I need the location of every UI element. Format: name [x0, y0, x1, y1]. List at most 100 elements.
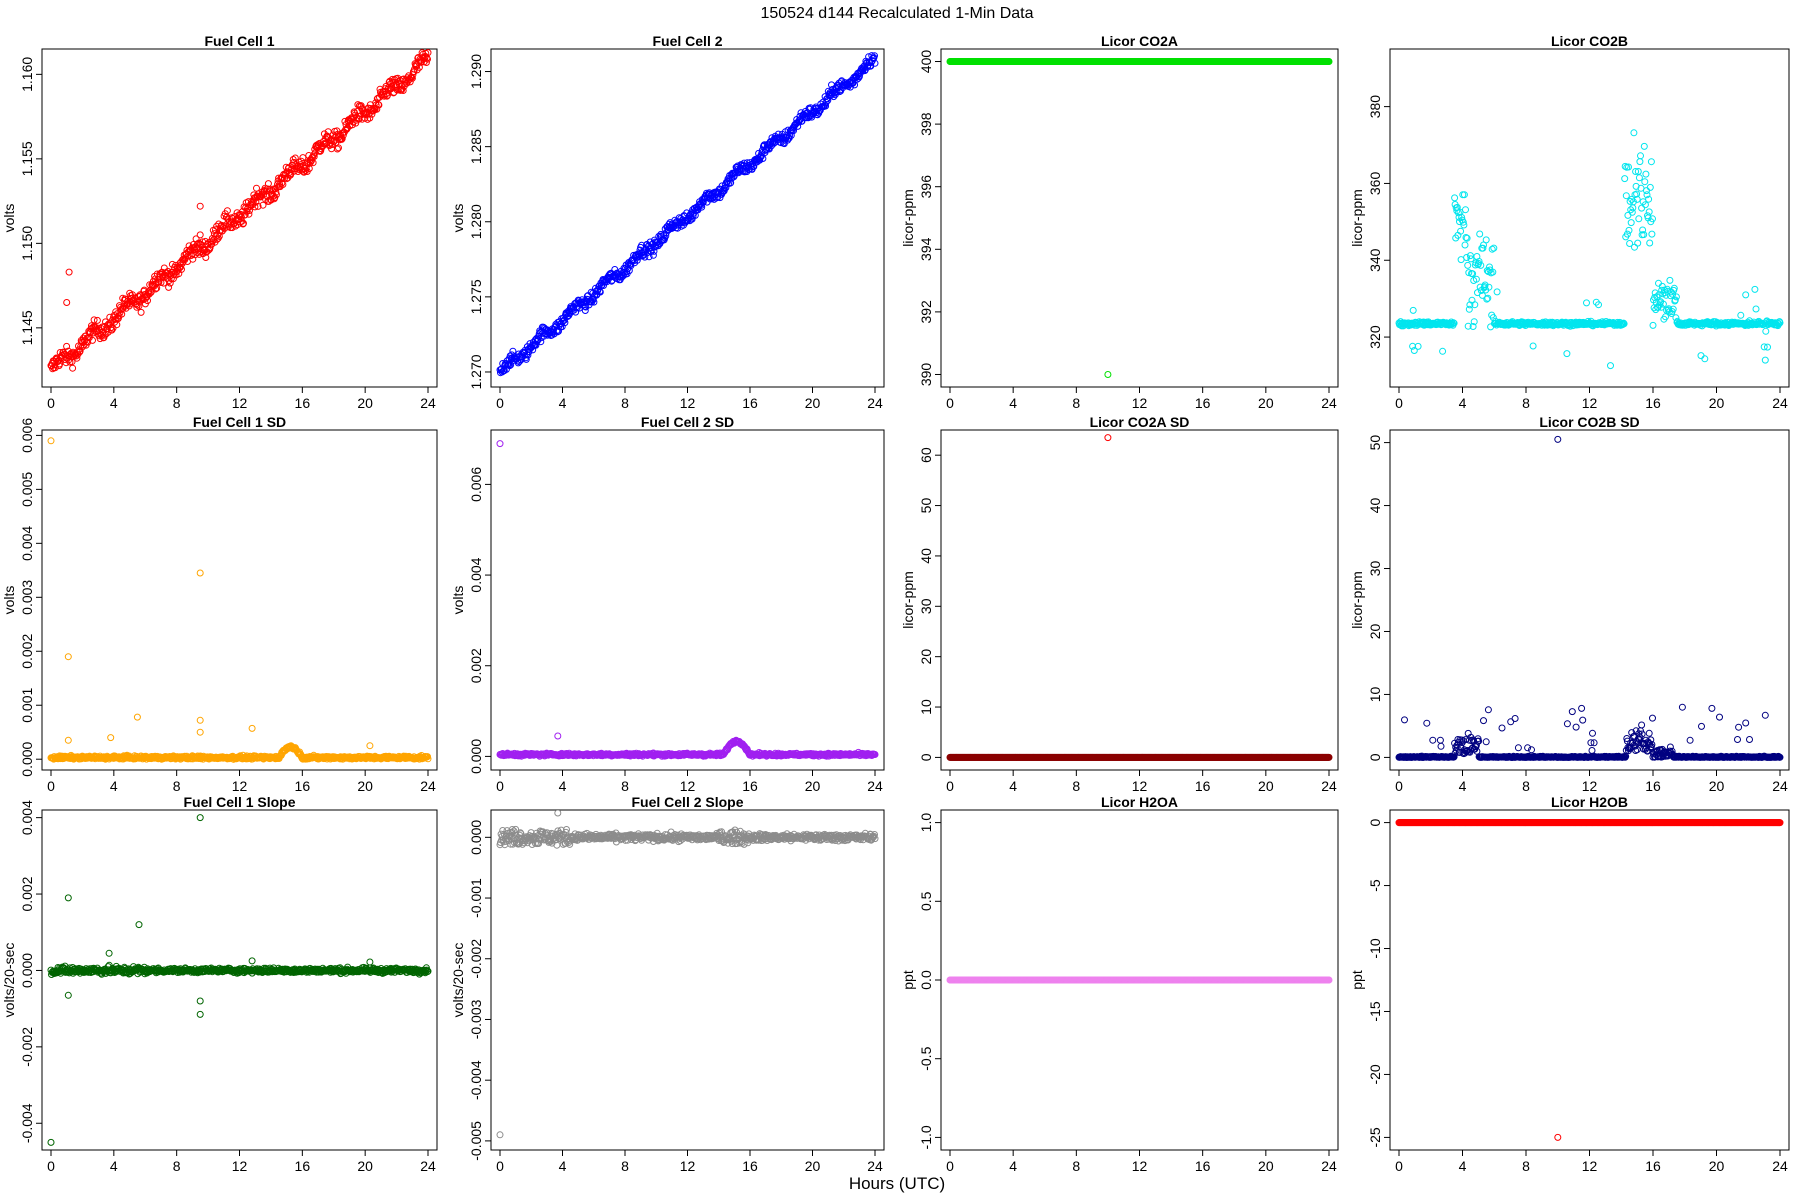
- data-point: [555, 327, 562, 335]
- data-point: [871, 52, 878, 60]
- data-points: [496, 440, 879, 760]
- panel-title: Fuel Cell 2: [652, 33, 722, 49]
- data-point: [581, 307, 589, 314]
- data-point: [1671, 296, 1679, 304]
- outlier-point: [248, 724, 256, 732]
- data-point: [1776, 319, 1784, 327]
- data-point: [1672, 293, 1680, 301]
- data-point: [1625, 226, 1633, 234]
- data-point: [368, 110, 376, 118]
- data-point: [1670, 284, 1678, 292]
- data-point: [418, 58, 425, 66]
- x-tick-label: 0: [496, 395, 504, 411]
- data-point: [1325, 58, 1333, 65]
- data-point: [1466, 252, 1474, 260]
- data-point: [291, 154, 299, 162]
- x-tick-label: 8: [173, 395, 181, 411]
- x-tick-label: 12: [232, 778, 248, 794]
- y-axis-label: volts: [1, 586, 17, 615]
- data-point: [424, 49, 432, 57]
- y-tick-label: 40: [918, 548, 934, 564]
- data-point: [506, 362, 514, 370]
- y-tick-label: 0: [918, 753, 934, 761]
- data-point: [1633, 195, 1641, 203]
- x-tick-label: 16: [1645, 395, 1661, 411]
- x-tick-label: 20: [357, 395, 373, 411]
- data-point: [1655, 279, 1662, 287]
- data-point: [116, 309, 124, 316]
- data-point: [1645, 208, 1653, 216]
- data-point: [691, 211, 699, 219]
- data-point: [1460, 221, 1468, 229]
- data-point: [727, 179, 735, 187]
- data-point: [76, 347, 84, 355]
- y-tick-label: 1.270: [468, 354, 484, 389]
- y-tick-label: 0.002: [19, 634, 35, 669]
- y-axis-label: volts: [1, 204, 17, 233]
- data-point: [1477, 261, 1485, 269]
- data-point: [1485, 283, 1493, 291]
- x-tick-label: 20: [805, 778, 821, 794]
- data-point: [333, 145, 341, 153]
- data-point: [135, 302, 143, 310]
- y-tick-label: 1.145: [19, 310, 35, 345]
- data-point: [279, 181, 287, 188]
- y-axis-label: licor-ppm: [900, 571, 916, 629]
- panel-title: Licor CO2A SD: [1090, 414, 1190, 430]
- data-point: [1640, 231, 1648, 239]
- data-point: [1461, 241, 1469, 249]
- x-tick-label: 24: [867, 395, 883, 411]
- data-points: [47, 437, 432, 763]
- data-point: [1623, 230, 1631, 238]
- data-point: [1751, 285, 1759, 293]
- panel-title: Licor CO2B: [1551, 33, 1628, 49]
- data-point: [537, 338, 545, 346]
- x-tick-label: 8: [621, 778, 629, 794]
- x-tick-label: 4: [1009, 395, 1017, 411]
- data-point: [223, 207, 231, 215]
- data-point: [725, 175, 733, 182]
- y-tick-label: 0.001: [19, 688, 35, 723]
- data-point: [1410, 347, 1418, 354]
- y-tick-label: 50: [918, 498, 934, 514]
- y-tick-label: 392: [918, 300, 934, 324]
- data-point: [1626, 197, 1634, 205]
- y-tick-label: 400: [918, 50, 934, 74]
- y-tick-label: 60: [918, 447, 934, 463]
- x-tick-label: 0: [496, 778, 504, 794]
- panel-title: Fuel Cell 1: [204, 33, 274, 49]
- data-point: [1651, 289, 1659, 297]
- data-point: [1459, 218, 1467, 226]
- data-point: [1457, 227, 1465, 235]
- data-point: [561, 319, 569, 327]
- data-point: [1636, 158, 1644, 166]
- data-point: [830, 93, 838, 101]
- data-point: [1645, 195, 1653, 203]
- data-point: [212, 232, 220, 240]
- figure-title: 150524 d144 Recalculated 1-Min Data: [760, 5, 1033, 22]
- data-point: [1607, 362, 1614, 370]
- data-point: [1478, 291, 1486, 299]
- data-point: [1453, 207, 1461, 215]
- data-point: [1439, 347, 1447, 355]
- x-tick-label: 16: [742, 778, 758, 794]
- data-point: [1643, 191, 1651, 199]
- data-point: [179, 258, 187, 266]
- x-tick-label: 12: [1132, 778, 1148, 794]
- data-point: [51, 364, 59, 372]
- y-tick-label: 1.290: [468, 54, 484, 89]
- x-tick-label: 0: [47, 778, 55, 794]
- y-tick-label: 0.004: [468, 557, 484, 592]
- y-tick-label: 0.000: [468, 739, 484, 774]
- data-point: [69, 364, 77, 372]
- plot-frame: [1389, 48, 1790, 388]
- data-point: [1626, 240, 1634, 247]
- data-point: [1635, 215, 1643, 223]
- data-point: [424, 755, 432, 763]
- data-point: [1462, 206, 1469, 214]
- y-tick-label: 0.005: [19, 472, 35, 507]
- outlier-point: [63, 299, 71, 306]
- data-point: [93, 316, 101, 324]
- x-tick-label: 24: [1321, 395, 1337, 411]
